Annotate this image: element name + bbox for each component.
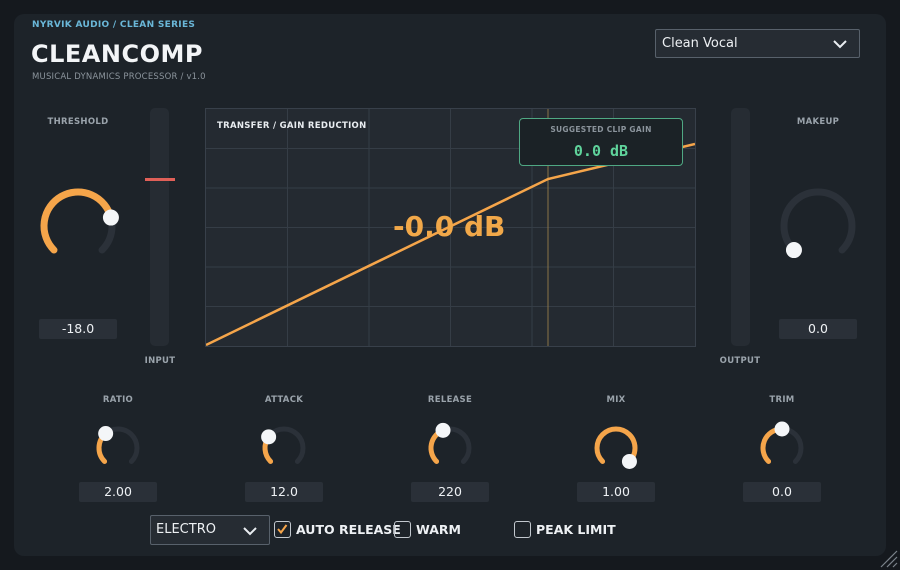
warm-label[interactable]: WARM (416, 522, 461, 537)
resize-grip-icon[interactable] (878, 548, 898, 568)
plugin-title: CLEANCOMP (31, 40, 203, 68)
output-meter-label: OUTPUT (719, 356, 761, 366)
input-threshold-marker[interactable] (145, 178, 175, 181)
threshold-knob[interactable] (36, 184, 120, 268)
mix-value[interactable]: 1.00 (577, 482, 655, 502)
chevron-down-icon (833, 40, 847, 49)
knob-pointer (621, 453, 637, 469)
ratio-label: RATIO (102, 395, 134, 405)
style-selected: ELECTRO (156, 522, 216, 537)
trim-knob[interactable] (752, 418, 812, 478)
auto-release-checkbox[interactable] (274, 521, 291, 538)
style-dropdown[interactable]: ELECTRO (150, 515, 270, 545)
knob-pointer (102, 209, 119, 226)
attack-value[interactable]: 12.0 (245, 482, 323, 502)
mix-label: MIX (606, 395, 626, 405)
ratio-knob[interactable] (88, 418, 148, 478)
release-value[interactable]: 220 (411, 482, 489, 502)
chevron-down-icon (243, 527, 257, 536)
peak-limit-checkbox[interactable] (514, 521, 531, 538)
graph-title: TRANSFER / GAIN REDUCTION (217, 121, 367, 131)
knob-pointer (98, 426, 114, 442)
checkmark-icon (277, 524, 288, 535)
plugin-subtitle: MUSICAL DYNAMICS PROCESSOR / v1.0 (32, 72, 206, 82)
attack-knob[interactable] (254, 418, 314, 478)
gain-reduction-readout: -0.0 dB (393, 210, 506, 243)
ratio-value[interactable]: 2.00 (79, 482, 157, 502)
preset-dropdown[interactable]: Clean Vocal (655, 29, 860, 58)
knob-pointer (435, 422, 451, 438)
release-label: RELEASE (427, 395, 473, 405)
knob-value-arc (594, 426, 638, 464)
preset-selected: Clean Vocal (662, 36, 738, 51)
auto-release-label[interactable]: AUTO RELEASE (296, 522, 401, 537)
trim-label: TRIM (769, 395, 795, 405)
threshold-value[interactable]: -18.0 (39, 319, 117, 339)
knob-pointer (774, 421, 790, 437)
makeup-knob[interactable] (776, 184, 860, 268)
makeup-value[interactable]: 0.0 (779, 319, 857, 339)
knob-track (780, 188, 856, 254)
clip-gain-label: SUGGESTED CLIP GAIN (550, 125, 652, 134)
clip-gain-value: 0.0 dB (573, 142, 629, 160)
knob-pointer (261, 429, 277, 445)
brand-breadcrumb: NYRVIK AUDIO / CLEAN SERIES (32, 20, 196, 30)
trim-value[interactable]: 0.0 (743, 482, 821, 502)
suggested-clip-gain[interactable]: SUGGESTED CLIP GAIN 0.0 dB (519, 118, 683, 166)
peak-limit-label[interactable]: PEAK LIMIT (536, 522, 616, 537)
input-meter-label: INPUT (144, 356, 176, 366)
attack-label: ATTACK (264, 395, 304, 405)
warm-checkbox[interactable] (394, 521, 411, 538)
release-knob[interactable] (420, 418, 480, 478)
threshold-label: THRESHOLD (47, 117, 109, 127)
knob-pointer (785, 242, 802, 259)
mix-knob[interactable] (586, 418, 646, 478)
knob-value-arc (40, 188, 115, 254)
output-meter (731, 108, 750, 346)
makeup-label: MAKEUP (796, 117, 840, 127)
input-meter (150, 108, 169, 346)
